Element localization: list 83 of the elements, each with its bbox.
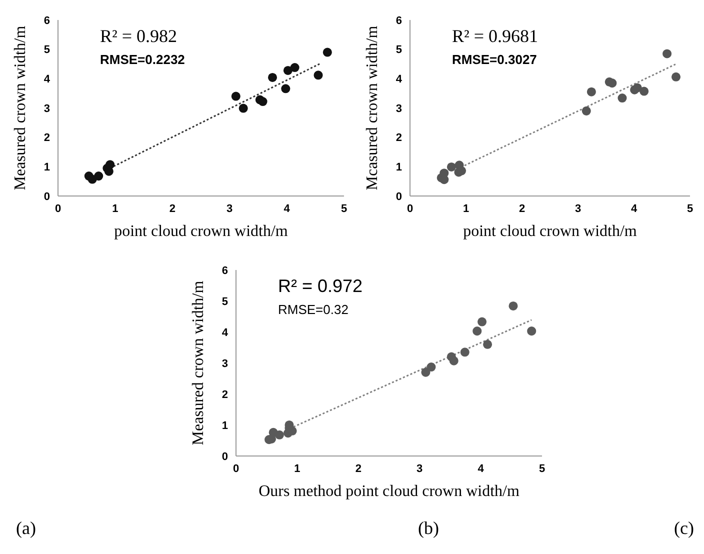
point bbox=[268, 72, 278, 82]
point bbox=[426, 362, 436, 372]
x-axis-title: Ours method point cloud crown width/m bbox=[258, 483, 520, 500]
point bbox=[238, 104, 248, 113]
y-tick-label: 2 bbox=[44, 132, 50, 144]
point bbox=[527, 326, 536, 336]
point bbox=[290, 63, 300, 72]
y-axis-title: Measured crown width/m bbox=[12, 25, 29, 190]
y-tick-label: 5 bbox=[222, 296, 228, 308]
point bbox=[274, 430, 284, 440]
x-tick-label: 0 bbox=[54, 202, 62, 215]
point bbox=[618, 94, 627, 103]
y-axis-title: Mcasured crown width/m bbox=[364, 25, 381, 190]
y-tick-label: 5 bbox=[396, 44, 402, 56]
annotation: R² = 0.972 bbox=[278, 276, 363, 297]
x-tick-label: 1 bbox=[112, 202, 118, 215]
y-tick-label: 1 bbox=[44, 162, 50, 174]
point bbox=[608, 78, 617, 88]
point bbox=[231, 92, 240, 101]
x-tick-label: 2 bbox=[169, 202, 176, 215]
point bbox=[281, 84, 290, 94]
point bbox=[632, 83, 642, 92]
point bbox=[508, 301, 518, 310]
x-tick-label: 5 bbox=[686, 202, 694, 215]
y-tick-label: 2 bbox=[396, 132, 402, 144]
y-tick-label: 6 bbox=[396, 14, 402, 27]
annotation: RMSE=0.32 bbox=[278, 302, 348, 317]
y-tick-label: 6 bbox=[44, 14, 50, 27]
x-tick-label: 4 bbox=[478, 462, 485, 475]
point bbox=[314, 70, 323, 80]
x-tick-label: 2 bbox=[355, 462, 362, 475]
text: (b) bbox=[418, 518, 439, 539]
y-tick-label: 2 bbox=[222, 388, 228, 401]
x-tick-label: 3 bbox=[416, 462, 423, 475]
y-tick-label: 4 bbox=[44, 74, 51, 86]
point bbox=[662, 49, 672, 58]
y-tick-label: 0 bbox=[44, 190, 50, 203]
point bbox=[586, 87, 596, 96]
annotation: RMSE=0.2232 bbox=[100, 52, 185, 67]
y-tick-label: 3 bbox=[44, 102, 50, 115]
x-axis-title: point cloud crown width/m bbox=[463, 223, 638, 240]
point bbox=[258, 97, 268, 106]
x-tick-label: 0 bbox=[232, 462, 240, 475]
annotation: R² = 0.9681 bbox=[452, 26, 538, 47]
y-tick-label: 3 bbox=[396, 102, 402, 115]
annotation: R² = 0.982 bbox=[100, 26, 178, 47]
y-tick-label: 3 bbox=[222, 358, 228, 370]
x-tick-label: 1 bbox=[462, 202, 470, 215]
point bbox=[94, 172, 104, 181]
y-tick-label: 4 bbox=[222, 326, 229, 339]
point bbox=[582, 106, 591, 116]
point bbox=[640, 86, 649, 96]
y-tick-label: 0 bbox=[396, 190, 402, 203]
y-tick-label: 0 bbox=[222, 450, 228, 463]
x-tick-label: 0 bbox=[406, 202, 414, 215]
y-tick-label: 1 bbox=[396, 162, 402, 174]
x-tick-label: 4 bbox=[630, 202, 638, 215]
point bbox=[421, 368, 430, 377]
x-tick-label: 5 bbox=[538, 462, 546, 475]
text: (c) bbox=[674, 518, 694, 539]
point bbox=[483, 340, 492, 349]
y-tick-label: 6 bbox=[222, 264, 228, 277]
x-axis-title: point cloud crown width/m bbox=[114, 223, 288, 240]
annotation: RMSE=0.3027 bbox=[452, 52, 537, 67]
point bbox=[671, 72, 681, 82]
point bbox=[460, 348, 470, 357]
x-tick-label: 1 bbox=[294, 462, 300, 475]
x-tick-label: 3 bbox=[574, 202, 582, 215]
y-tick-label: 5 bbox=[44, 44, 50, 56]
x-tick-label: 4 bbox=[284, 202, 291, 215]
x-tick-label: 5 bbox=[340, 202, 348, 215]
point bbox=[322, 48, 332, 57]
point bbox=[283, 66, 292, 75]
y-tick-label: 4 bbox=[396, 74, 403, 86]
point bbox=[472, 326, 482, 336]
point bbox=[446, 162, 456, 172]
point bbox=[106, 160, 115, 170]
x-tick-label: 2 bbox=[518, 202, 526, 215]
point bbox=[478, 317, 487, 326]
y-tick-label: 1 bbox=[222, 420, 228, 432]
text: (a) bbox=[16, 518, 36, 539]
y-axis-title: Measured crown width/m bbox=[190, 280, 207, 446]
point bbox=[449, 356, 458, 366]
